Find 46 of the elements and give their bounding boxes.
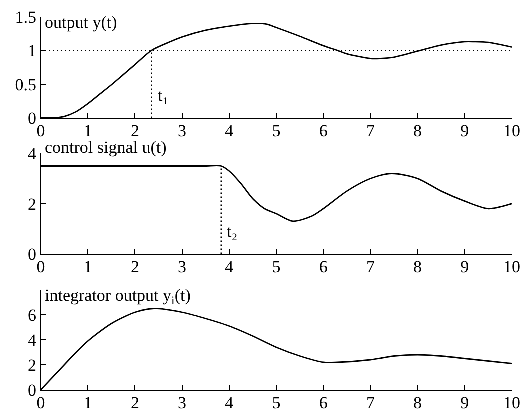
x-tick-label: 6 bbox=[319, 394, 328, 413]
x-tick-label: 3 bbox=[178, 258, 187, 277]
x-tick-label: 5 bbox=[272, 258, 281, 277]
x-tick-label: 5 bbox=[272, 122, 281, 141]
y-tick-label: 1 bbox=[28, 42, 36, 61]
x-tick-label: 9 bbox=[460, 122, 470, 141]
chart-title: output y(t) bbox=[45, 13, 118, 32]
ref-line-label: t₂ bbox=[227, 222, 238, 241]
x-tick-label: 3 bbox=[178, 394, 187, 413]
chart-title: integrator output y$_{i}$(t) bbox=[45, 286, 191, 308]
y-tick-label: 0 bbox=[28, 380, 36, 400]
ref-line-label: t₁ bbox=[158, 86, 169, 105]
x-tick-label: 4 bbox=[225, 394, 234, 413]
x-tick-label: 8 bbox=[414, 122, 422, 141]
chart-title: control signal u(t) bbox=[45, 138, 167, 157]
y-tick-label: 2 bbox=[28, 194, 36, 214]
x-tick-label: 6 bbox=[319, 122, 328, 141]
x-tick-label: 3 bbox=[178, 122, 187, 141]
x-tick-label: 2 bbox=[130, 394, 140, 413]
x-tick-label: 9 bbox=[460, 394, 470, 413]
x-tick-label: 1 bbox=[84, 122, 92, 141]
x-tick-label: 1 bbox=[84, 394, 92, 413]
y-tick-label: 6 bbox=[28, 306, 36, 325]
x-tick-label: 5 bbox=[272, 394, 281, 413]
x-tick-label: 7 bbox=[366, 258, 376, 277]
x-tick-label: 7 bbox=[366, 122, 376, 141]
x-tick-label: 4 bbox=[225, 122, 234, 141]
y-tick-label: 0 bbox=[28, 244, 36, 264]
x-tick-label: 10 bbox=[504, 122, 520, 141]
y-tick-label: 0 bbox=[28, 108, 36, 128]
x-tick-label: 8 bbox=[414, 394, 422, 413]
x-tick-label: 4 bbox=[225, 258, 234, 277]
x-tick-label: 6 bbox=[319, 258, 328, 277]
y-tick-label: 2 bbox=[28, 356, 36, 375]
y-tick-label: 0.5 bbox=[15, 75, 36, 94]
x-tick-label: 2 bbox=[130, 258, 140, 277]
x-tick-label: 1 bbox=[84, 258, 92, 277]
x-tick-label: 8 bbox=[414, 258, 422, 277]
y-tick-label: 4 bbox=[28, 144, 37, 164]
x-tick-label: 7 bbox=[366, 394, 376, 413]
x-tick-label: 2 bbox=[130, 122, 140, 141]
x-tick-label: 10 bbox=[504, 394, 520, 413]
y-tick-label: 4 bbox=[28, 330, 37, 350]
y-tick-label: 1.5 bbox=[15, 8, 36, 27]
x-tick-label: 9 bbox=[460, 258, 470, 277]
x-tick-label: 10 bbox=[504, 258, 520, 277]
